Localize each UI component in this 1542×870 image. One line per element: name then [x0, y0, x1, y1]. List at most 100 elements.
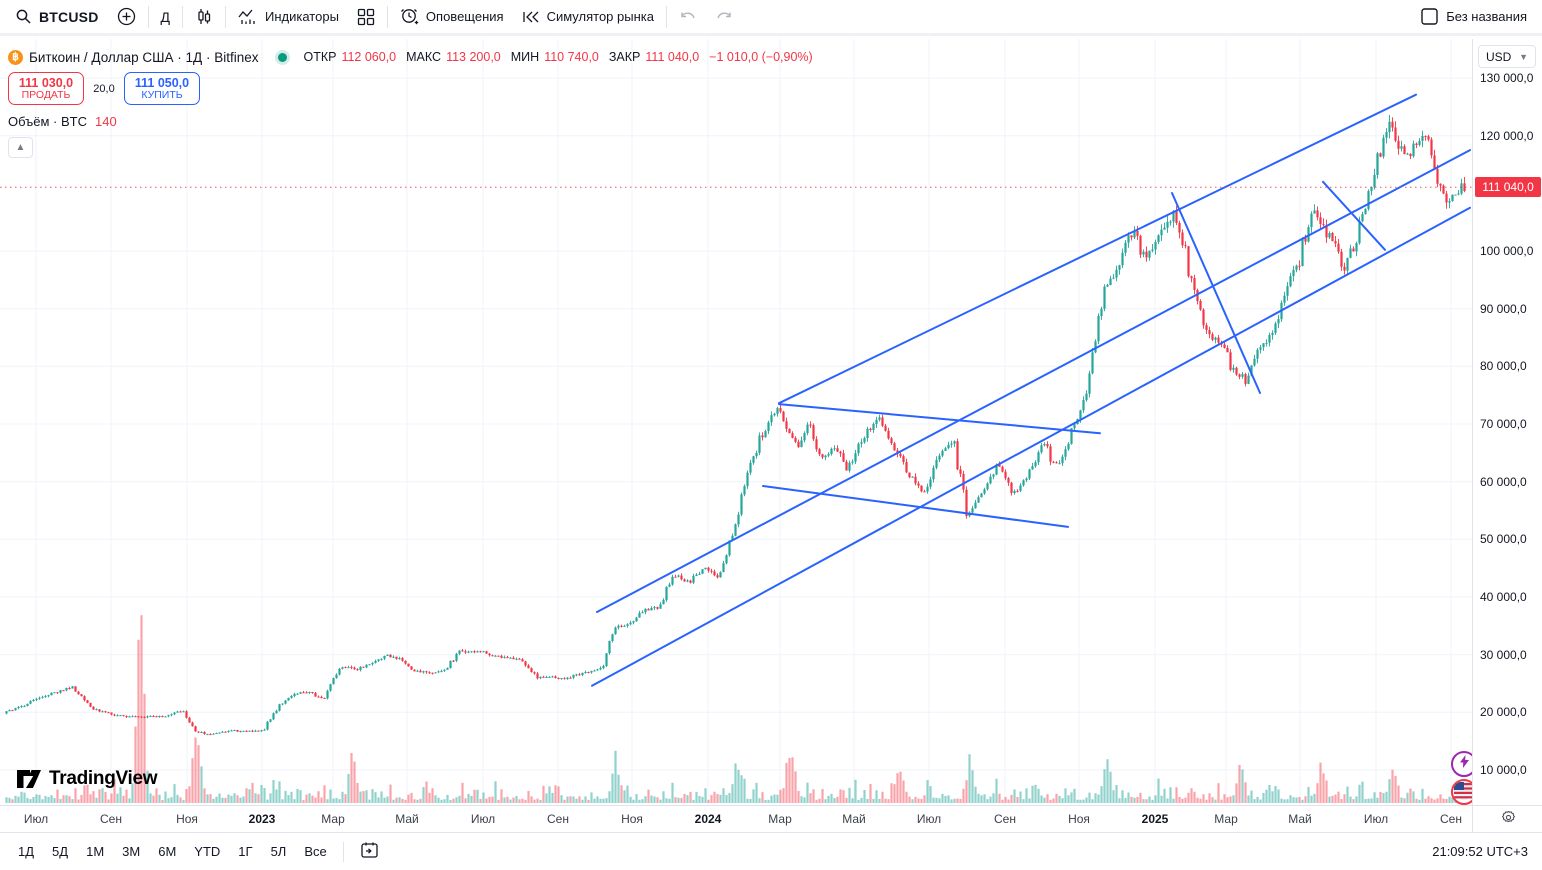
range-button-1Д[interactable]: 1Д: [18, 844, 35, 859]
undo-icon: [679, 10, 697, 24]
volume-value: 140: [94, 114, 117, 129]
sell-label: ПРОДАТЬ: [21, 88, 71, 101]
trend-line[interactable]: [762, 485, 1069, 528]
interval-button[interactable]: Д: [152, 3, 179, 31]
low-label: МИН: [510, 50, 540, 64]
time-axis-label: Мар: [321, 812, 345, 826]
replay-button[interactable]: Симулятор рынка: [513, 3, 663, 31]
trend-line[interactable]: [591, 206, 1471, 687]
bottom-toolbar: 1Д 5Д 1М 3М 6М YTD 1Г 5Л Все 21:09:52 UTC+3: [0, 832, 1542, 870]
symbol-name: BTCUSD: [39, 8, 99, 25]
go-to-date-button[interactable]: [352, 837, 387, 866]
price-axis[interactable]: USD ▼ 130 000,0 120 000,0 100 000,0 90 000,…: [1472, 39, 1542, 832]
pair-title[interactable]: Биткоин / Доллар США · 1Д · Bitfinex: [29, 49, 259, 65]
layout-name: Без названия: [1446, 9, 1527, 24]
tradingview-mark-icon: [16, 767, 42, 791]
buy-label: КУПИТЬ: [141, 88, 183, 101]
sell-button[interactable]: 111 030,0 ПРОДАТЬ: [8, 72, 84, 105]
range-button-3М[interactable]: 3М: [122, 844, 141, 859]
time-axis-label: Ноя: [1068, 812, 1090, 826]
market-status-dot[interactable]: [278, 52, 288, 62]
price-axis-label: 80 000,0: [1480, 359, 1527, 374]
range-button-6М[interactable]: 6М: [158, 844, 177, 859]
trend-line[interactable]: [778, 403, 1101, 435]
axis-settings-button[interactable]: [1473, 805, 1542, 833]
price-axis-label: 50 000,0: [1480, 532, 1527, 547]
alerts-label: Оповещения: [425, 9, 504, 24]
price-axis-label: 20 000,0: [1480, 705, 1527, 720]
volume-label[interactable]: Объём · BTC: [8, 114, 87, 129]
replay-label: Симулятор рынка: [546, 9, 654, 24]
time-axis-label: Сен: [100, 812, 122, 826]
trend-line[interactable]: [778, 93, 1417, 405]
close-value: 111 040,0: [645, 50, 700, 64]
undo-button[interactable]: [670, 3, 706, 31]
time-axis-label: 2023: [248, 812, 276, 826]
chevron-down-icon: ▼: [1519, 51, 1528, 62]
price-axis-label: 130 000,0: [1480, 71, 1534, 85]
buy-button[interactable]: 111 050,0 КУПИТЬ: [124, 72, 200, 105]
time-axis-label: Июл: [916, 812, 942, 826]
range-button-5Д[interactable]: 5Д: [52, 844, 69, 859]
ohlc-values: ОТКР 112 060,0 МАКС 113 200,0 МИН 110 74…: [303, 50, 812, 64]
time-axis-label: Сен: [1440, 812, 1462, 826]
clock-timezone[interactable]: 21:09:52 UTC+3: [1432, 844, 1528, 859]
redo-button[interactable]: [706, 3, 742, 31]
layout-grid-button[interactable]: [348, 3, 384, 31]
us-flag-badge[interactable]: [1451, 779, 1477, 805]
tradingview-logo[interactable]: TradingView: [16, 767, 158, 791]
currency-dropdown[interactable]: USD ▼: [1478, 45, 1536, 68]
grid-layout-icon: [357, 8, 375, 26]
buy-price: 111 050,0: [134, 75, 190, 90]
range-button-1М[interactable]: 1М: [86, 844, 105, 859]
price-axis-label: 100 000,0: [1480, 244, 1534, 258]
us-flag-icon: [1454, 781, 1474, 803]
candlestick-chart[interactable]: [0, 39, 1472, 805]
chart-style-button[interactable]: [186, 3, 222, 31]
collapse-legend-button[interactable]: ▲: [8, 137, 33, 158]
alerts-button[interactable]: Оповещения: [391, 3, 513, 31]
interval-label: Д: [160, 8, 171, 25]
symbol-search-button[interactable]: BTCUSD: [6, 3, 108, 31]
indicators-button[interactable]: Индикаторы: [229, 3, 348, 31]
bitcoin-icon: ฿: [8, 49, 23, 65]
time-axis-label: Май: [395, 812, 419, 826]
range-button-YTD[interactable]: YTD: [194, 844, 221, 859]
lightning-icon: [1459, 755, 1470, 773]
add-symbol-button[interactable]: [108, 3, 145, 31]
price-axis-label: 10 000,0: [1480, 763, 1527, 777]
tradingview-brand-text: TradingView: [49, 768, 158, 789]
redo-icon: [715, 10, 733, 24]
range-button-5Л[interactable]: 5Л: [270, 844, 287, 859]
time-axis-label: Май: [842, 812, 866, 826]
toolbar-separator: [147, 5, 149, 28]
price-axis-label: 120 000,0: [1480, 128, 1534, 143]
time-axis[interactable]: Июл Сен Ноя 2023 Мар Май Июл Сен Ноя 2024 Мар Май Ию…: [0, 805, 1472, 833]
plus-circle-icon: [117, 7, 136, 26]
trend-line[interactable]: [1171, 192, 1261, 394]
high-label: МАКС: [406, 50, 442, 64]
chart-legend: ฿ Биткоин / Доллар США · 1Д · Bitfinex О…: [8, 47, 813, 67]
save-layout-button[interactable]: Без названия: [1411, 3, 1536, 31]
price-axis-label: 40 000,0: [1480, 590, 1527, 604]
range-button-Все[interactable]: Все: [304, 844, 327, 859]
bottombar-separator: [342, 841, 344, 862]
trend-line[interactable]: [596, 149, 1471, 613]
calendar-icon: [360, 841, 379, 859]
indicators-icon: [238, 8, 258, 26]
spread-value: 20,0: [93, 82, 115, 95]
price-axis-label: 90 000,0: [1480, 301, 1527, 316]
candles: [5, 115, 1466, 736]
trade-panel: 111 030,0 ПРОДАТЬ 20,0 111 050,0 КУПИТЬ: [8, 72, 200, 105]
trend-lines[interactable]: [591, 93, 1471, 687]
toolbar-separator: [225, 5, 227, 28]
price-axis-label: 70 000,0: [1480, 417, 1527, 431]
open-value: 112 060,0: [341, 50, 397, 64]
time-axis-label: Сен: [547, 812, 569, 826]
time-axis-label: Ноя: [176, 812, 198, 826]
price-axis-label: 60 000,0: [1480, 474, 1527, 489]
time-axis-label: Май: [1288, 812, 1312, 826]
range-button-1Г[interactable]: 1Г: [238, 844, 253, 859]
trend-line[interactable]: [1322, 180, 1386, 251]
gear-icon: [1501, 810, 1516, 830]
